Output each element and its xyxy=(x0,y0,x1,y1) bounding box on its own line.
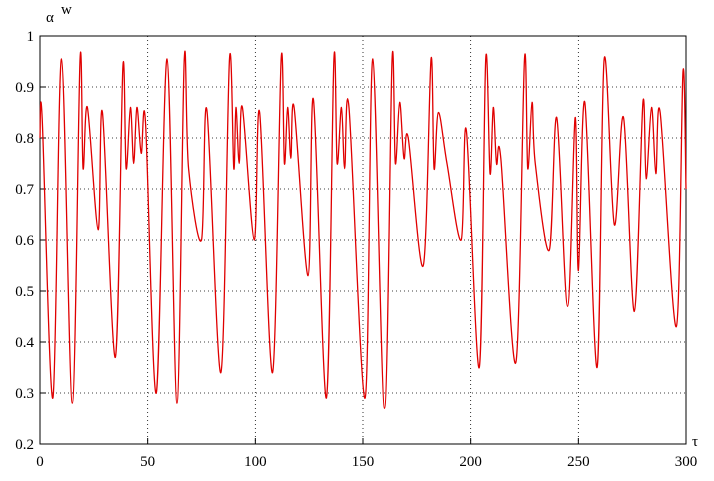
x-tick-label: 300 xyxy=(675,454,698,470)
y-tick-label: 0.8 xyxy=(15,131,34,147)
y-tick-label: 0.6 xyxy=(15,233,34,249)
data-line xyxy=(39,50,687,409)
y-axis-label: α xyxy=(46,10,54,26)
y-axis-label-sup: w xyxy=(61,2,72,18)
y-tick-label: 0.2 xyxy=(15,437,34,453)
x-tick-label: 0 xyxy=(36,454,44,470)
y-tick-label: 0.3 xyxy=(15,386,34,402)
x-axis-label: τ xyxy=(692,434,698,450)
y-tick-label: 0.4 xyxy=(15,335,34,351)
y-tick-label: 0.7 xyxy=(15,182,34,198)
x-tick-label: 100 xyxy=(244,454,267,470)
x-tick-label: 250 xyxy=(567,454,590,470)
x-tick-label: 50 xyxy=(140,454,155,470)
y-tick-label: 1 xyxy=(27,29,35,45)
y-tick-label: 0.9 xyxy=(15,80,34,96)
y-tick-label: 0.5 xyxy=(15,284,34,300)
x-tick-label: 150 xyxy=(352,454,375,470)
x-tick-label: 200 xyxy=(459,454,482,470)
plot-frame xyxy=(39,35,687,445)
